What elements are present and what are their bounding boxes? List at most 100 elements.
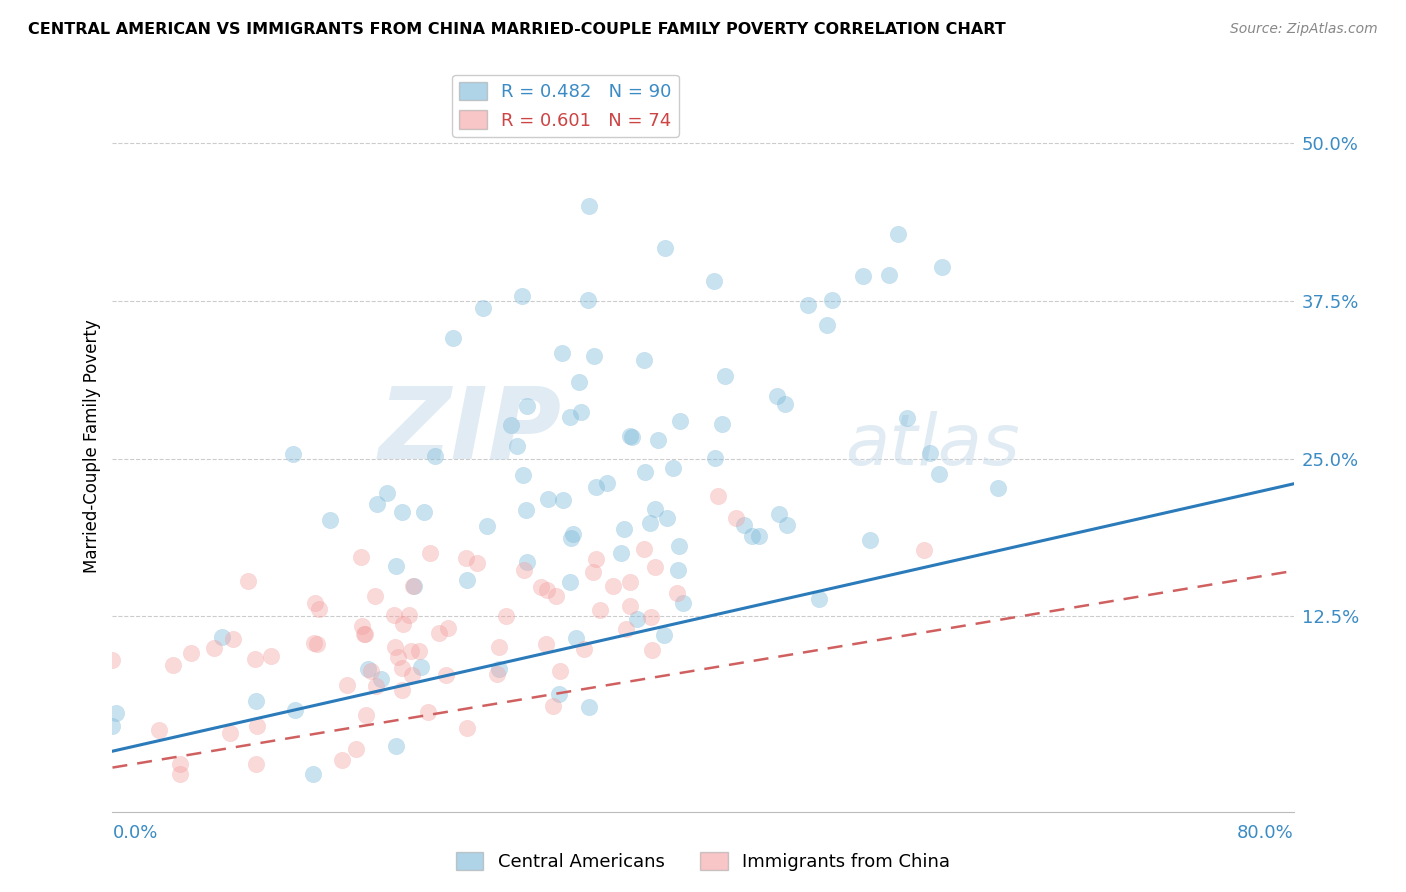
Point (596, 476, 619, 491)
Point (350, 618, 373, 632)
Point (703, 450, 725, 465)
Y-axis label: Married-Couple Family Poverty: Married-Couple Family Poverty (83, 319, 101, 573)
Point (620, 429, 643, 443)
Point (572, 641, 595, 656)
Point (815, 318, 838, 333)
Point (568, 376, 591, 390)
Point (879, 268, 901, 282)
Point (148, 723, 170, 737)
Point (357, 662, 380, 676)
Point (565, 632, 588, 646)
Point (516, 399, 538, 413)
Legend: Central Americans, Immigrants from China: Central Americans, Immigrants from China (449, 845, 957, 879)
Point (456, 721, 478, 735)
Text: 80.0%: 80.0% (1237, 824, 1294, 842)
Point (733, 518, 755, 533)
Text: atlas: atlas (845, 411, 1019, 481)
Point (392, 616, 415, 631)
Point (486, 667, 509, 681)
Point (578, 199, 600, 213)
Point (104, 706, 127, 721)
Point (401, 668, 423, 682)
Point (353, 627, 375, 641)
Point (364, 589, 387, 603)
Point (896, 411, 918, 425)
Point (101, 719, 124, 733)
Point (506, 439, 529, 453)
Point (634, 465, 657, 479)
Point (385, 558, 408, 573)
Point (581, 566, 603, 580)
Point (619, 599, 641, 613)
Point (614, 622, 637, 636)
Point (377, 486, 399, 500)
Point (402, 579, 425, 593)
Point (437, 621, 460, 635)
Point (560, 574, 582, 589)
Point (626, 612, 648, 626)
Point (931, 260, 953, 274)
Point (399, 644, 422, 658)
Point (302, 636, 325, 650)
Point (202, 640, 225, 655)
Point (307, 638, 329, 652)
Point (499, 417, 522, 432)
Point (402, 579, 425, 593)
Point (260, 648, 283, 663)
Point (284, 703, 307, 717)
Point (101, 653, 124, 667)
Point (987, 481, 1010, 495)
Point (928, 467, 950, 481)
Point (585, 552, 607, 566)
Point (308, 602, 330, 616)
Point (576, 293, 599, 308)
Point (425, 449, 447, 463)
Point (281, 447, 304, 461)
Point (666, 564, 689, 578)
Point (246, 719, 269, 733)
Point (467, 556, 489, 570)
Point (537, 492, 560, 507)
Point (218, 725, 240, 739)
Point (454, 551, 477, 566)
Point (398, 608, 420, 623)
Point (488, 640, 510, 654)
Point (441, 331, 464, 345)
Point (741, 529, 763, 543)
Point (711, 417, 734, 432)
Text: 0.0%: 0.0% (112, 824, 157, 842)
Point (384, 739, 406, 753)
Point (222, 632, 245, 646)
Point (416, 705, 439, 719)
Point (245, 694, 267, 708)
Point (162, 658, 184, 673)
Legend: R = 0.482   N = 90, R = 0.601   N = 74: R = 0.482 N = 90, R = 0.601 N = 74 (453, 75, 679, 136)
Point (657, 511, 679, 525)
Point (703, 274, 725, 288)
Point (652, 628, 675, 642)
Point (243, 652, 266, 666)
Point (512, 563, 534, 577)
Point (236, 574, 259, 588)
Point (391, 661, 413, 675)
Point (495, 609, 517, 624)
Point (560, 531, 582, 545)
Point (413, 505, 436, 519)
Point (169, 756, 191, 771)
Text: CENTRAL AMERICAN VS IMMIGRANTS FROM CHINA MARRIED-COUPLE FAMILY POVERTY CORRELAT: CENTRAL AMERICAN VS IMMIGRANTS FROM CHIN… (28, 22, 1005, 37)
Point (550, 346, 572, 360)
Point (169, 767, 191, 781)
Point (619, 575, 641, 590)
Point (668, 414, 690, 428)
Point (858, 533, 880, 547)
Point (654, 241, 676, 255)
Point (550, 664, 572, 678)
Point (387, 649, 409, 664)
Point (360, 664, 382, 678)
Point (633, 541, 655, 556)
Point (302, 767, 325, 781)
Point (408, 644, 430, 658)
Point (515, 503, 537, 517)
Point (548, 687, 571, 701)
Point (536, 582, 558, 597)
